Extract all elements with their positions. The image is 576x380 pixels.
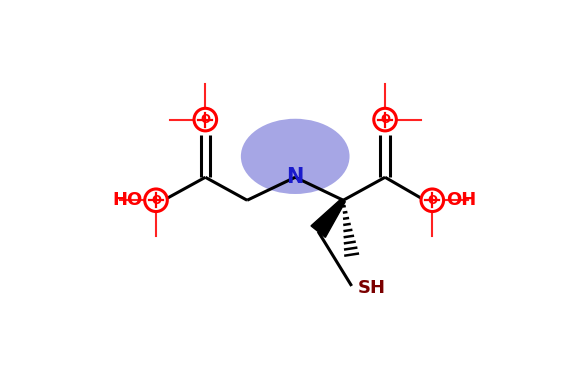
Circle shape <box>374 108 396 131</box>
Text: O: O <box>200 113 210 126</box>
Text: O: O <box>427 194 437 207</box>
Text: N: N <box>286 167 304 187</box>
Circle shape <box>421 189 444 212</box>
Text: SH: SH <box>358 279 386 297</box>
Text: HO: HO <box>112 191 143 209</box>
Circle shape <box>194 108 217 131</box>
Text: OH: OH <box>446 191 476 209</box>
Circle shape <box>145 189 167 212</box>
Text: O: O <box>151 194 161 207</box>
Text: O: O <box>380 113 390 126</box>
Polygon shape <box>311 199 345 238</box>
Ellipse shape <box>241 119 350 194</box>
